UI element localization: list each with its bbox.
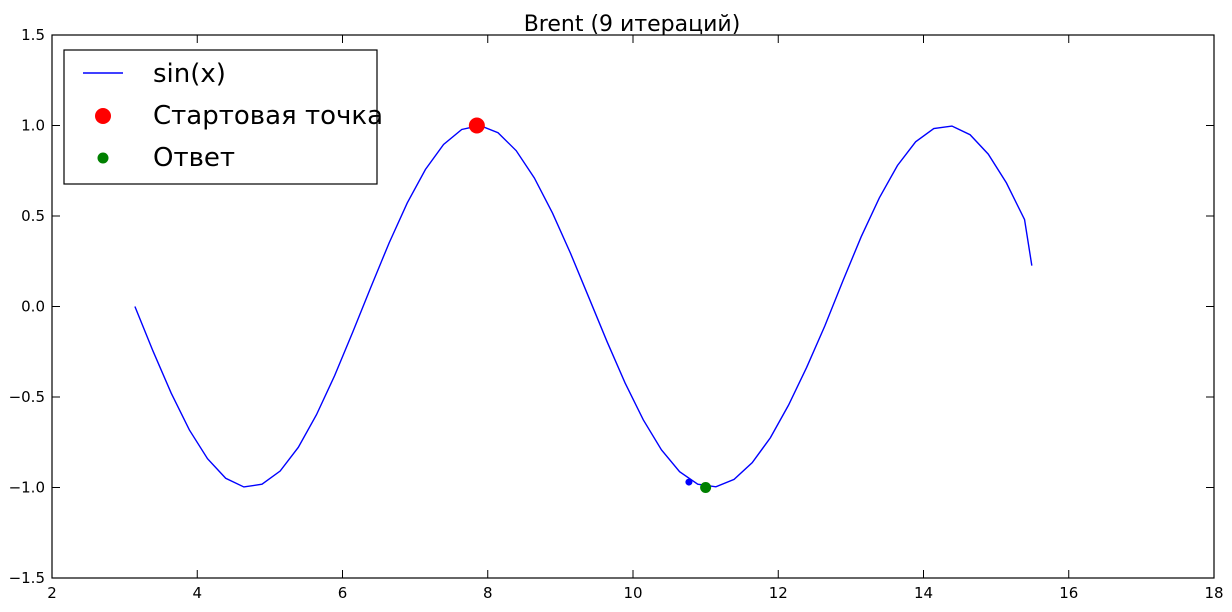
legend: sin(x) Стартовая точка Ответ — [63, 49, 383, 185]
axis-ticks: 2 4 6 8 10 12 14 16 18 −1.5 −1.0 −0.5 0.0 0.5 1.0 1.5 — [9, 26, 1224, 602]
y-tick-label: −0.5 — [9, 388, 45, 406]
data-point-series-2-0 — [700, 482, 712, 493]
x-tick-label: 14 — [914, 584, 933, 602]
y-tick-label: −1.5 — [9, 569, 45, 587]
legend-label-start: Стартовая точка — [153, 101, 383, 131]
x-tick-label: 8 — [483, 584, 493, 602]
y-tick-label: 1.0 — [21, 117, 45, 135]
x-tick-label: 6 — [338, 584, 348, 602]
legend-marker-answer — [97, 152, 109, 164]
y-tick-label: 0.5 — [21, 207, 45, 225]
x-tick-label: 18 — [1204, 584, 1223, 602]
x-tick-label: 12 — [769, 584, 788, 602]
x-tick-label: 4 — [192, 584, 202, 602]
plot-layer — [134, 117, 1033, 493]
chart-title: Brent (9 итераций) — [524, 12, 741, 37]
x-tick-label: 2 — [47, 584, 57, 602]
data-point-series-3-0 — [685, 478, 693, 486]
legend-marker-start — [95, 108, 111, 124]
x-tick-label: 16 — [1059, 584, 1078, 602]
legend-label-answer: Ответ — [153, 143, 235, 173]
y-tick-label: 1.5 — [21, 26, 45, 44]
data-point-series-1-0 — [468, 117, 485, 134]
y-tick-label: −1.0 — [9, 479, 45, 497]
series-line-sinx — [134, 124, 1033, 488]
x-tick-label: 10 — [623, 584, 642, 602]
legend-label-line: sin(x) — [153, 59, 226, 89]
y-tick-label: 0.0 — [21, 298, 45, 316]
